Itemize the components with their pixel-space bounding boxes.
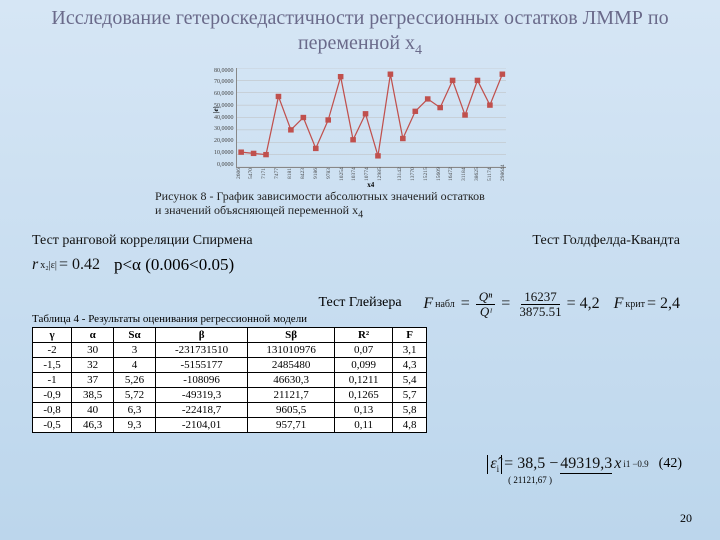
table-row: -1,5324-515517724854800,0994,3 (33, 358, 427, 373)
table-row: -0,938,55,72-49319,321121,70,12655,7 (33, 388, 427, 403)
p-value: p<α (0.006<0.05) (114, 255, 234, 275)
table-row: -2303-2317315101310109760,073,1 (33, 343, 427, 358)
eq-under: ( 21121,67 ) (508, 475, 552, 485)
table-header: α (72, 328, 114, 343)
goldfeld-formula: Fнабл = QⁿQᶦ = 162373875.51 = 4,2 Fкрит … (423, 290, 680, 318)
table-row: -1375,26-10809646630,30,12115,4 (33, 373, 427, 388)
x-axis-label: x4 (236, 181, 507, 189)
table-header: F (393, 328, 427, 343)
y-axis-label: |e| (212, 106, 220, 112)
gleiser-results-table: γαSαβSβR²F -2303-2317315101310109760,073… (32, 327, 427, 433)
goldfeld-test-title: Тест Голдфелда-Квандта (532, 233, 680, 249)
table-row: -0,8406,3-22418,79605,50,135,8 (33, 403, 427, 418)
spearman-test-title: Тест ранговой корреляции Спирмена (32, 233, 253, 249)
page-number: 20 (680, 511, 692, 526)
plot-area (236, 68, 507, 168)
gleiser-equation: ε̂i = 38,5 − 49319,3 xi1 −0.9 (42) (487, 455, 682, 474)
table-header: Sβ (248, 328, 335, 343)
slide-title: Исследование гетероскедастичности регрес… (0, 0, 720, 60)
table-header: γ (33, 328, 72, 343)
x-axis-ticks: 2606547071717477818184239186978310254103… (236, 168, 507, 181)
residuals-chart: |e| 80,000070,000060,000050,000040,00003… (210, 65, 510, 185)
y-axis-ticks: 80,000070,000060,000050,000040,000030,00… (214, 68, 236, 168)
figure-caption: Рисунок 8 - График зависимости абсолютны… (155, 189, 565, 222)
table-header: Sα (114, 328, 156, 343)
spearman-correlation: rx₂|ε| = 0.42 (32, 256, 100, 274)
table-row: -0,546,39,3-2104,01957,710,114,8 (33, 418, 427, 433)
table-header: β (156, 328, 248, 343)
table-header: R² (335, 328, 393, 343)
